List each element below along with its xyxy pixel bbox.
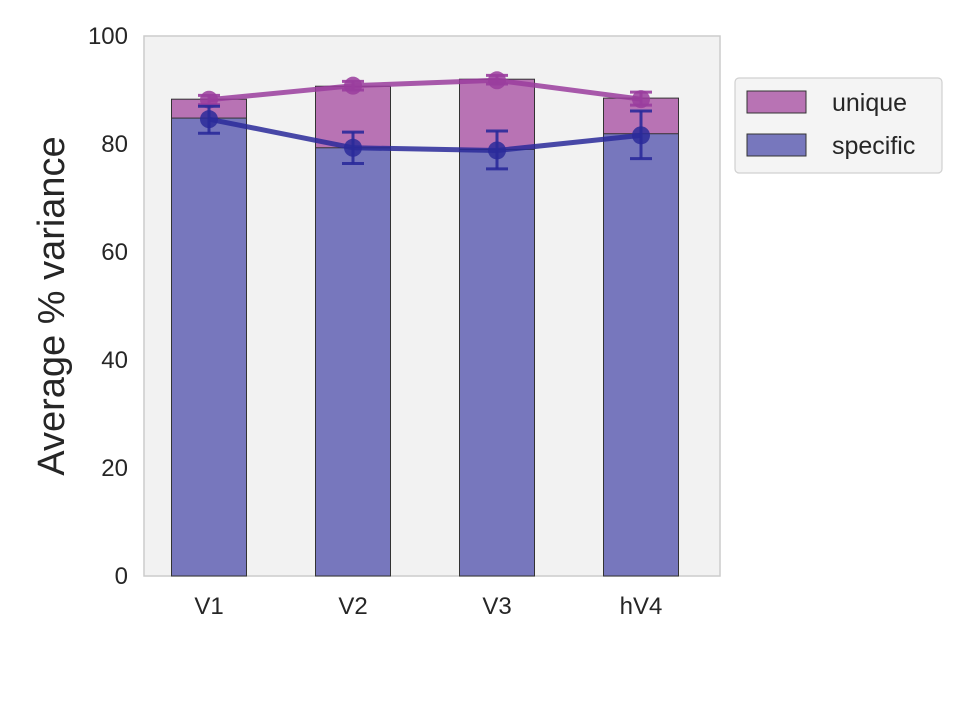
y-tick-label-0: 0: [115, 563, 128, 590]
bar-specific-V3: [459, 148, 535, 577]
series-line-specific: [208, 116, 642, 153]
legend-label-unique: unique: [832, 89, 907, 117]
point-unique-V3: [488, 71, 506, 90]
legend-swatch-unique: [746, 90, 807, 114]
point-unique-V1: [200, 90, 218, 109]
y-tick-label-20: 20: [101, 455, 128, 482]
bar-specific-V1: [171, 117, 247, 577]
point-specific-V3: [488, 141, 506, 160]
x-axis: V1 V2 V3 hV4: [194, 593, 662, 620]
legend-swatch-specific: [746, 133, 807, 157]
x-tick-label-V2: V2: [338, 593, 367, 620]
point-specific-V2: [344, 138, 362, 157]
legend-label-specific: specific: [832, 132, 915, 160]
point-specific-hV4: [632, 126, 650, 145]
series-line-unique: [208, 77, 642, 103]
point-unique-V2: [344, 76, 362, 95]
y-tick-label-100: 100: [88, 23, 128, 50]
y-axis: 0 20 40 60 80 100: [88, 23, 128, 590]
x-tick-label-V1: V1: [194, 593, 223, 620]
y-tick-label-80: 80: [101, 131, 128, 158]
bar-specific-V2: [315, 147, 391, 577]
y-tick-label-60: 60: [101, 239, 128, 266]
point-specific-V1: [200, 110, 218, 129]
y-axis-title: Average % variance: [31, 136, 73, 475]
point-unique-hV4: [632, 90, 650, 109]
x-tick-label-hV4: hV4: [620, 593, 663, 620]
y-tick-label-40: 40: [101, 347, 128, 374]
legend: unique specific: [734, 77, 943, 174]
series-lines-group: [198, 71, 652, 171]
bar-specific-hV4: [603, 133, 679, 577]
x-tick-label-V3: V3: [482, 593, 511, 620]
